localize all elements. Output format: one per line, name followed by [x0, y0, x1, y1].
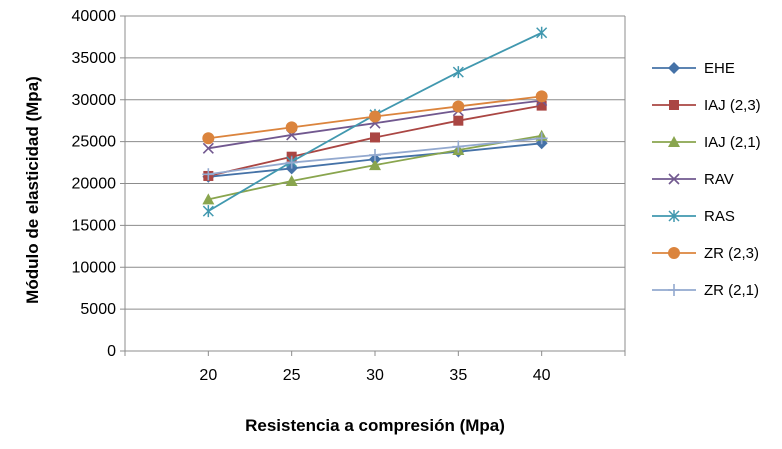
legend-item: EHE: [652, 60, 735, 77]
legend-item: RAV: [652, 171, 734, 188]
legend-label: RAS: [704, 208, 735, 225]
legend: EHE IAJ (2,3) IAJ (2,1) RAV RAS ZR (2,3) ZR (2…: [652, 60, 761, 299]
data-point: [202, 132, 215, 145]
data-point: [536, 26, 548, 39]
legend-marker: [668, 173, 680, 185]
legend-item: IAJ (2,3): [652, 97, 761, 114]
legend-label: ZR (2,3): [704, 245, 759, 262]
data-point: [369, 149, 381, 162]
x-tick-label: 40: [533, 367, 551, 384]
data-point: [285, 156, 298, 169]
data-point: [369, 159, 381, 171]
data-point: [202, 168, 215, 181]
series-group: [202, 26, 548, 218]
x-axis-title: Resistencia a compresión (Mpa): [245, 416, 505, 435]
x-tick-labels: 20 25 30 35 40: [199, 367, 550, 384]
legend-item: RAS: [652, 208, 735, 225]
gridlines: [125, 15, 625, 352]
legend-label: EHE: [704, 60, 735, 77]
y-tick-label: 40000: [72, 8, 117, 25]
y-tick-label: 5000: [80, 301, 116, 318]
data-point: [370, 132, 380, 143]
legend-label: IAJ (2,1): [704, 134, 761, 151]
x-tick-label: 25: [283, 367, 301, 384]
data-point: [535, 90, 548, 103]
x-tick-label: 30: [366, 367, 384, 384]
legend-marker: [668, 62, 680, 74]
y-tick-label: 15000: [72, 217, 117, 234]
legend-marker: [669, 100, 679, 110]
data-point: [452, 66, 464, 79]
data-point: [369, 110, 381, 123]
data-point: [535, 132, 548, 145]
y-tick-label: 0: [107, 343, 116, 360]
data-point: [453, 115, 464, 126]
data-point: [202, 142, 214, 154]
data-point: [202, 205, 214, 218]
y-tick-label: 20000: [72, 176, 117, 193]
legend-label: IAJ (2,3): [704, 97, 761, 114]
legend-item: ZR (2,1): [652, 282, 759, 299]
legend-label: RAV: [704, 171, 734, 188]
data-point: [452, 100, 465, 113]
legend-marker: [668, 136, 680, 147]
y-tick-label: 25000: [72, 134, 117, 151]
axes: [120, 15, 626, 356]
y-tick-labels: 0 5000 10000 15000 20000 25000 30000 35000 40000: [72, 8, 117, 360]
data-point: [285, 174, 298, 186]
legend-marker: [668, 210, 680, 222]
data-point: [285, 121, 298, 134]
data-point: [202, 193, 215, 205]
legend-label: ZR (2,1): [704, 282, 759, 299]
series-zr-2-1: [202, 132, 548, 181]
y-tick-label: 10000: [72, 259, 117, 276]
legend-marker: [668, 247, 680, 259]
legend-marker: [668, 284, 680, 296]
y-axis-title: Módulo de elasticidad (Mpa): [23, 76, 42, 304]
x-tick-label: 35: [449, 367, 467, 384]
x-tick-label: 20: [199, 367, 217, 384]
data-point: [536, 100, 547, 111]
y-tick-label: 35000: [72, 50, 117, 67]
legend-item: IAJ (2,1): [652, 134, 761, 151]
series-rav: [202, 95, 548, 154]
series-zr-2-3: [202, 90, 548, 145]
data-point: [452, 140, 465, 153]
legend-item: ZR (2,3): [652, 245, 759, 262]
y-tick-label: 30000: [72, 92, 117, 109]
